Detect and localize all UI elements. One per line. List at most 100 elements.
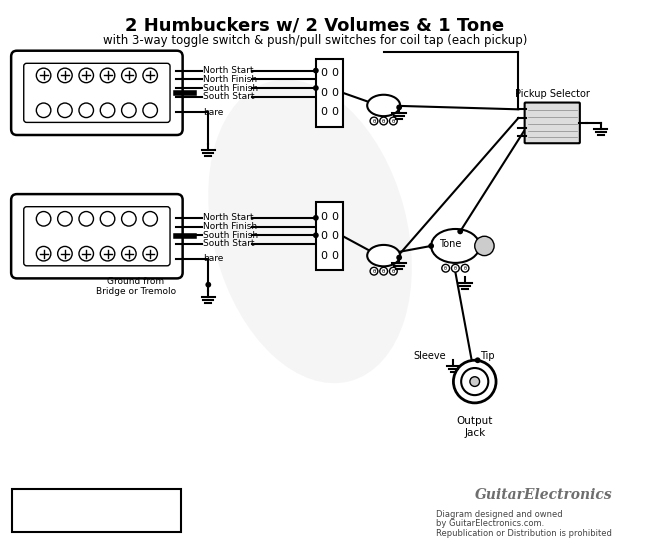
Text: 0: 0 — [320, 69, 327, 79]
Text: θ: θ — [454, 266, 457, 271]
Text: 0: 0 — [320, 251, 327, 261]
Text: Pickup Selector: Pickup Selector — [515, 89, 590, 98]
Circle shape — [470, 377, 480, 387]
Text: 0: 0 — [332, 107, 339, 117]
Circle shape — [454, 360, 496, 403]
Text: North Start: North Start — [203, 213, 254, 222]
Circle shape — [36, 246, 51, 261]
Text: North Finish: North Finish — [203, 75, 257, 84]
Circle shape — [100, 68, 115, 82]
Text: 0: 0 — [332, 212, 339, 222]
Text: θ: θ — [382, 118, 385, 124]
Text: θ: θ — [392, 268, 395, 274]
Circle shape — [79, 212, 94, 226]
Text: North Finish: North Finish — [203, 222, 257, 231]
Circle shape — [143, 103, 157, 118]
Text: Output
Jack: Output Jack — [456, 416, 493, 438]
Circle shape — [79, 246, 94, 261]
Text: Solder all grounds ⤇
to back of volume pot: Solder all grounds ⤇ to back of volume p… — [16, 493, 122, 515]
Circle shape — [36, 68, 51, 82]
Text: North Start: North Start — [203, 66, 254, 75]
Text: Tone: Tone — [439, 239, 462, 249]
Bar — [316, 59, 343, 126]
Text: 0: 0 — [320, 88, 327, 98]
Text: with 3-way toggle switch & push/pull switches for coil tap (each pickup): with 3-way toggle switch & push/pull swi… — [103, 34, 527, 47]
Circle shape — [370, 267, 378, 275]
Circle shape — [458, 228, 463, 234]
FancyBboxPatch shape — [11, 51, 183, 135]
Circle shape — [452, 265, 460, 272]
Text: θ: θ — [372, 118, 376, 124]
Text: by GuitarElectronics.com.: by GuitarElectronics.com. — [436, 520, 544, 529]
Circle shape — [380, 267, 387, 275]
Text: θ: θ — [463, 266, 467, 271]
Circle shape — [396, 255, 402, 261]
Text: θ: θ — [444, 266, 447, 271]
Circle shape — [389, 267, 397, 275]
Circle shape — [143, 68, 157, 82]
Ellipse shape — [208, 80, 412, 383]
Text: 0: 0 — [320, 212, 327, 222]
Text: 0: 0 — [332, 88, 339, 98]
Text: θ: θ — [372, 268, 376, 274]
FancyBboxPatch shape — [24, 63, 170, 123]
Circle shape — [58, 68, 72, 82]
Circle shape — [442, 265, 450, 272]
Text: bare: bare — [203, 254, 224, 263]
Text: GuitarElectronics: GuitarElectronics — [474, 488, 612, 502]
Text: Diagram designed and owned: Diagram designed and owned — [436, 510, 563, 519]
Text: 0: 0 — [332, 231, 339, 241]
Text: θ: θ — [392, 118, 395, 124]
Text: bare: bare — [203, 108, 224, 117]
Circle shape — [36, 103, 51, 118]
Circle shape — [100, 103, 115, 118]
Circle shape — [474, 358, 480, 363]
Circle shape — [122, 212, 136, 226]
Circle shape — [58, 212, 72, 226]
Circle shape — [380, 117, 387, 125]
Ellipse shape — [431, 229, 480, 263]
Circle shape — [205, 282, 211, 288]
Circle shape — [36, 212, 51, 226]
Circle shape — [100, 212, 115, 226]
Text: 0: 0 — [332, 69, 339, 79]
Circle shape — [428, 243, 434, 249]
Ellipse shape — [367, 245, 400, 266]
Text: 0: 0 — [332, 251, 339, 261]
FancyBboxPatch shape — [525, 102, 580, 143]
Text: Tip: Tip — [480, 351, 494, 361]
Circle shape — [58, 246, 72, 261]
Circle shape — [122, 103, 136, 118]
Circle shape — [58, 103, 72, 118]
Circle shape — [474, 236, 494, 256]
Circle shape — [313, 215, 318, 221]
Text: Republication or Distribution is prohibited: Republication or Distribution is prohibi… — [436, 529, 612, 538]
Circle shape — [313, 68, 318, 74]
Bar — [316, 202, 343, 270]
Text: South Start: South Start — [203, 239, 255, 249]
Circle shape — [370, 117, 378, 125]
Circle shape — [143, 212, 157, 226]
Circle shape — [79, 68, 94, 82]
Circle shape — [396, 104, 402, 111]
Text: South Start: South Start — [203, 92, 255, 101]
Circle shape — [122, 246, 136, 261]
Text: Sleeve: Sleeve — [413, 351, 446, 361]
Circle shape — [461, 265, 469, 272]
Text: 0: 0 — [320, 231, 327, 241]
Ellipse shape — [367, 95, 400, 116]
Text: 0: 0 — [320, 107, 327, 117]
Circle shape — [100, 246, 115, 261]
Circle shape — [143, 246, 157, 261]
Text: 2 Humbuckers w/ 2 Volumes & 1 Tone: 2 Humbuckers w/ 2 Volumes & 1 Tone — [125, 16, 504, 34]
Text: South Finish: South Finish — [203, 84, 259, 92]
Circle shape — [79, 103, 94, 118]
Circle shape — [313, 85, 318, 91]
Circle shape — [461, 368, 488, 395]
Text: Ground from
Bridge or Tremolo: Ground from Bridge or Tremolo — [96, 277, 176, 296]
FancyBboxPatch shape — [24, 207, 170, 266]
Circle shape — [389, 117, 397, 125]
FancyBboxPatch shape — [11, 194, 183, 278]
Text: South Finish: South Finish — [203, 231, 259, 240]
Circle shape — [122, 68, 136, 82]
